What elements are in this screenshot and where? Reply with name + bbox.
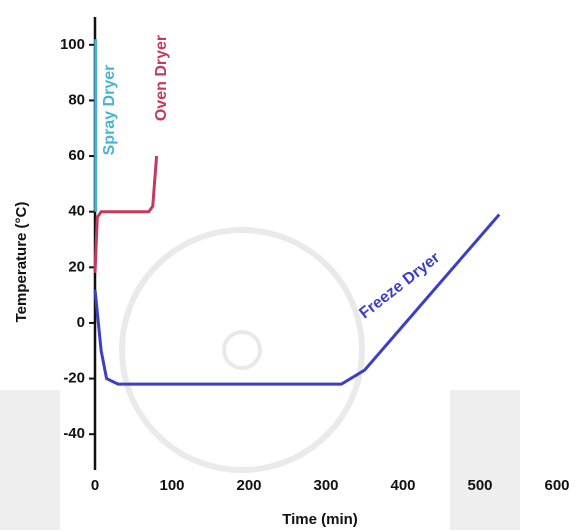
y-tick-label: -40 — [63, 425, 85, 442]
x-tick-label: 600 — [544, 477, 569, 494]
x-tick-label: 300 — [313, 477, 338, 494]
y-tick-label: 20 — [68, 258, 85, 275]
y-tick-label: 40 — [68, 203, 85, 220]
y-tick-label: 100 — [60, 36, 85, 53]
y-tick-label: 60 — [68, 147, 85, 164]
y-tick-label: 0 — [77, 314, 85, 331]
series-label: Oven Dryer — [153, 35, 170, 121]
x-tick-label: 200 — [236, 477, 261, 494]
y-axis-title: Temperature (°C) — [13, 202, 30, 323]
y-tick-label: -20 — [63, 370, 85, 387]
series-label: Spray Dryer — [101, 65, 118, 156]
y-tick-label: 80 — [68, 91, 85, 108]
x-tick-label: 100 — [159, 477, 184, 494]
chart: Time (min) Temperature (°C) -40 -20 0 20 40 6… — [0, 0, 585, 532]
x-tick-label: 0 — [91, 477, 99, 494]
x-tick-label: 400 — [390, 477, 415, 494]
x-tick-label: 500 — [467, 477, 492, 494]
x-axis-title: Time (min) — [282, 511, 358, 528]
